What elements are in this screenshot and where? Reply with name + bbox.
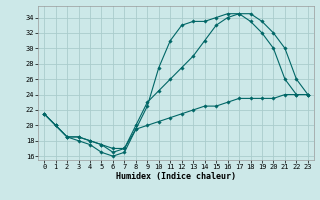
- X-axis label: Humidex (Indice chaleur): Humidex (Indice chaleur): [116, 172, 236, 181]
